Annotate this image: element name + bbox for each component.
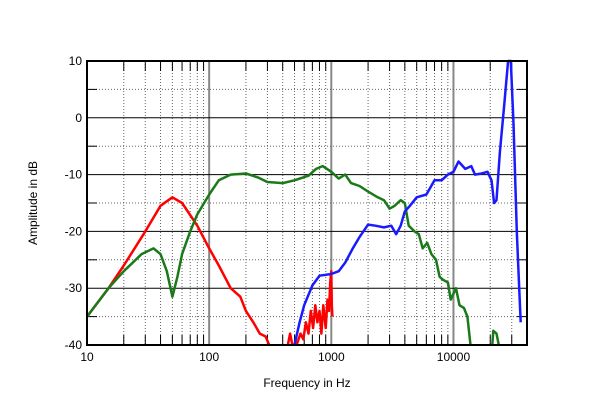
- series-line-blue: [293, 59, 522, 346]
- y-tick-label: 0: [75, 111, 82, 125]
- series-line-red: [86, 196, 271, 346]
- y-tick-label: -20: [65, 224, 83, 238]
- grid: [86, 61, 527, 345]
- y-tick-label: -40: [65, 338, 83, 352]
- series-line-red: [286, 332, 294, 346]
- y-tick-label: -30: [65, 281, 83, 295]
- y-tick-label: -10: [65, 168, 83, 182]
- x-tick-label: 10000: [437, 350, 471, 364]
- x-tick-label: 1000: [318, 350, 345, 364]
- y-tick-labels: 10 0 -10 -20 -30 -40: [65, 54, 83, 352]
- series-line-red: [295, 269, 334, 346]
- curves: [86, 59, 522, 346]
- y-tick-label: 10: [69, 54, 83, 68]
- x-tick-labels: 10 100 1000 10000: [80, 350, 470, 364]
- series-line-green: [491, 329, 501, 346]
- x-axis-label: Frequency in Hz: [263, 376, 350, 390]
- plot-frame: [86, 60, 528, 346]
- series-line-green: [86, 164, 472, 346]
- x-tick-label: 100: [199, 350, 219, 364]
- x-tick-label: 10: [80, 350, 94, 364]
- y-axis-label: Amplitude in dB: [26, 161, 40, 245]
